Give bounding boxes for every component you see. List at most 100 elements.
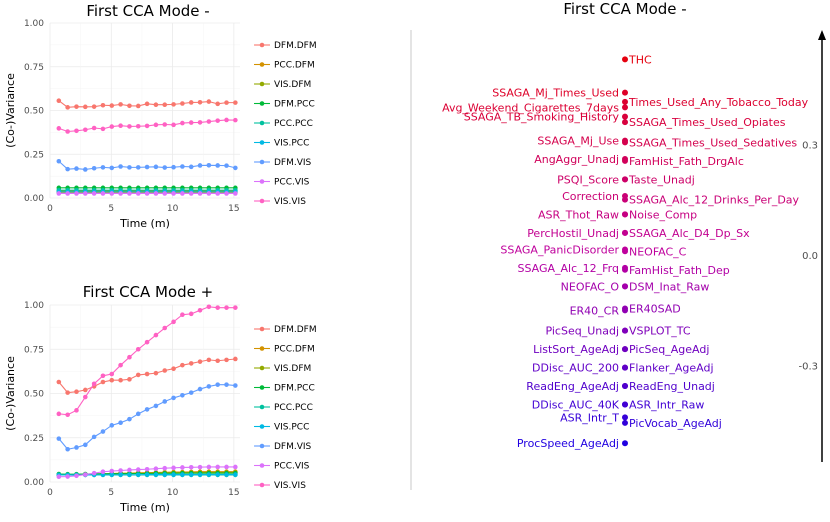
- data-point: [56, 474, 62, 479]
- trait-point: [622, 283, 628, 290]
- legend-key-point: [259, 101, 265, 106]
- axis-arrowhead: [818, 30, 826, 40]
- data-point: [109, 377, 115, 383]
- legend-key-point: [259, 404, 265, 410]
- data-point: [153, 164, 159, 170]
- data-point: [162, 191, 168, 196]
- data-point: [83, 167, 88, 172]
- data-point: [153, 466, 159, 472]
- data-point: [100, 191, 106, 196]
- data-point: [135, 411, 141, 417]
- data-point: [206, 464, 212, 470]
- data-point: [180, 120, 185, 126]
- data-point: [206, 99, 212, 104]
- data-point: [188, 472, 194, 477]
- trait-label: ER40_CR: [570, 304, 620, 317]
- data-point: [180, 164, 185, 169]
- data-point: [215, 382, 220, 387]
- legend-key-point: [259, 365, 265, 371]
- data-point: [224, 382, 229, 387]
- data-point: [91, 434, 97, 440]
- data-point: [162, 165, 168, 170]
- data-point: [135, 472, 141, 478]
- data-point: [215, 163, 220, 168]
- data-point: [153, 370, 159, 376]
- data-point: [118, 191, 123, 196]
- data-point: [65, 474, 70, 479]
- legend-key-point: [259, 385, 265, 390]
- trait-point: [622, 266, 628, 273]
- legend-label: VIS.DFM: [274, 364, 311, 374]
- x-axis-label: Time (m): [119, 217, 170, 230]
- data-point: [171, 319, 176, 325]
- data-point: [118, 468, 123, 473]
- x-tick-label: 5: [108, 204, 114, 214]
- x-axis-label: Time (m): [119, 501, 170, 514]
- data-point: [83, 191, 88, 196]
- data-point: [65, 129, 70, 134]
- trait-point: [622, 440, 628, 447]
- data-point: [197, 308, 203, 313]
- y-axis-label: (Co-)Variance: [4, 356, 17, 431]
- data-point: [215, 191, 220, 196]
- data-point: [144, 191, 150, 196]
- data-point: [127, 191, 132, 196]
- data-point: [188, 191, 194, 196]
- trait-label: ReadEng_AgeAdj: [526, 380, 619, 393]
- data-point: [162, 399, 168, 404]
- data-point: [188, 361, 194, 366]
- data-point: [180, 465, 185, 470]
- legend-label: DFM.PCC: [274, 100, 315, 110]
- legend-key-point: [259, 140, 265, 145]
- data-point: [56, 379, 62, 385]
- series-VIS.VIS: [56, 117, 238, 134]
- trait-label: ProcSpeed_AgeAdj: [517, 437, 619, 450]
- data-point: [171, 164, 176, 170]
- data-point: [180, 472, 185, 477]
- trait-label: SSAGA_Mj_Times_Used: [492, 87, 619, 100]
- data-point: [118, 377, 123, 383]
- trait-label: PercHostil_Unadj: [527, 227, 619, 240]
- trait-label: SSAGA_Alc_12_Frq: [517, 262, 619, 275]
- y-tick-label: 0.50: [24, 390, 44, 400]
- data-point: [215, 358, 220, 364]
- legend-key-point: [259, 424, 265, 429]
- data-point: [233, 464, 238, 470]
- legend-key-point: [259, 463, 265, 468]
- trait-label: ReadEng_Unadj: [629, 380, 715, 393]
- data-point: [197, 472, 203, 477]
- legend-label: DFM.DFM: [274, 41, 317, 51]
- data-point: [127, 165, 132, 170]
- legend-key-point: [259, 179, 265, 184]
- data-point: [118, 420, 123, 426]
- data-point: [100, 165, 106, 170]
- data-point: [83, 472, 88, 477]
- legend-key-point: [259, 42, 265, 48]
- trait-point: [622, 346, 628, 353]
- data-point: [83, 394, 88, 400]
- y-tick-label: -0.3: [798, 362, 818, 373]
- trait-label: ListSort_AgeAdj: [533, 343, 619, 356]
- data-point: [206, 357, 212, 363]
- x-tick-label: 0: [47, 204, 53, 214]
- legend-key-point: [259, 62, 265, 67]
- trait-point: [622, 176, 628, 183]
- legend-label: PCC.VIS: [274, 462, 310, 472]
- data-point: [83, 127, 88, 133]
- data-point: [100, 126, 106, 132]
- data-point: [100, 379, 106, 385]
- data-point: [127, 416, 132, 422]
- data-point: [206, 384, 212, 389]
- trait-chart: First CCA Mode - 0.3 0.0 -0.3 THC SSAGA_Mj_Ti…: [442, 0, 826, 462]
- data-point: [144, 371, 150, 377]
- trait-label: AngAggr_Unadj: [534, 153, 619, 166]
- trait-label: PSQI_Score: [557, 173, 619, 186]
- legend-label: PCC.VIS: [274, 178, 310, 188]
- trait-label: ER40SAD: [629, 303, 681, 316]
- data-point: [118, 123, 123, 129]
- series-DFM.DFM: [56, 356, 238, 395]
- data-point: [109, 124, 115, 129]
- data-point: [171, 472, 176, 477]
- data-point: [197, 464, 203, 470]
